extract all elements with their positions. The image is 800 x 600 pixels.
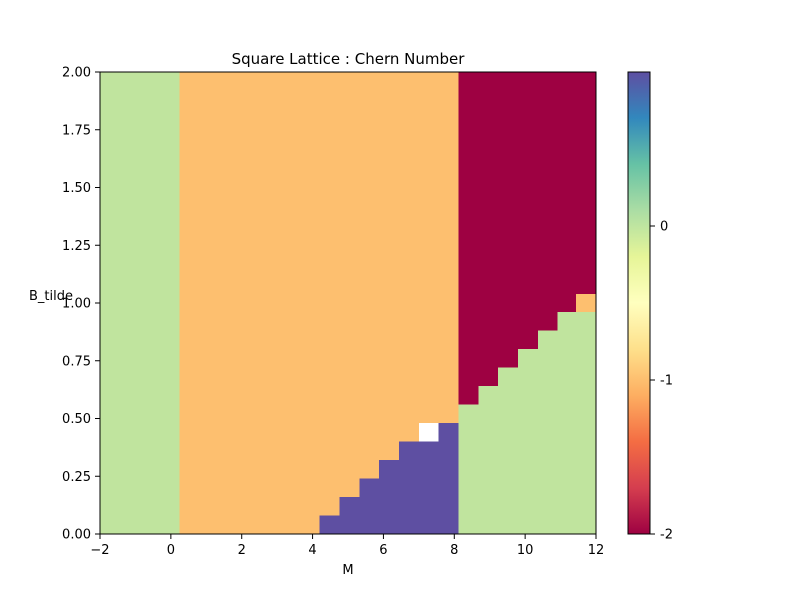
y-tick-label: 1.50 — [62, 181, 91, 196]
heatmap-cell — [379, 423, 400, 461]
colorbar: 0 -1 -2 — [627, 71, 673, 543]
heatmap-cell — [498, 367, 519, 534]
y-tick-label: 1.75 — [62, 123, 91, 138]
y-axis-ticks: 0.00 0.25 0.50 0.75 1.00 1.25 1.50 1.75 2.00 — [62, 66, 100, 543]
y-tick-label: 1.00 — [62, 297, 91, 312]
x-axis-ticks: −2 0 2 4 6 8 10 12 — [90, 534, 604, 558]
heatmap-cell — [339, 423, 360, 498]
heatmap-cell — [399, 423, 419, 442]
y-axis-label: B_tilde — [29, 289, 73, 304]
heatmap-cell — [478, 386, 499, 534]
x-axis-label: M — [342, 563, 353, 578]
heatmap-cell — [518, 349, 538, 534]
x-tick-label: 12 — [588, 543, 605, 558]
x-tick-label: 8 — [450, 543, 458, 558]
y-tick-label: 1.25 — [62, 239, 91, 254]
heatmap-cell — [458, 404, 479, 534]
heatmap-cell — [359, 423, 380, 479]
x-tick-label: 2 — [238, 543, 246, 558]
colorbar-tick-label: -1 — [660, 374, 673, 389]
y-tick-label: 0.75 — [62, 354, 91, 369]
x-tick-label: 0 — [167, 543, 175, 558]
x-tick-label: 4 — [308, 543, 316, 558]
colorbar-gradient — [627, 71, 651, 535]
chart-title: Square Lattice : Chern Number — [232, 50, 466, 68]
x-tick-label: 6 — [379, 543, 387, 558]
x-tick-label: 10 — [517, 543, 534, 558]
y-tick-label: 0.50 — [62, 412, 91, 427]
y-tick-label: 2.00 — [62, 66, 91, 81]
heatmap-cell — [577, 312, 596, 534]
y-tick-label: 0.25 — [62, 470, 91, 485]
colorbar-ticks: 0 -1 -2 — [650, 220, 673, 543]
colorbar-tick-label: -2 — [660, 528, 673, 543]
heatmap-region — [100, 72, 180, 534]
heatmap-cell — [557, 312, 578, 534]
heatmap-cells — [100, 72, 596, 534]
heatmap-missing-cell — [418, 423, 439, 442]
colorbar-tick-label: 0 — [660, 220, 668, 235]
x-tick-label: −2 — [90, 543, 109, 558]
heatmap-cell — [576, 293, 596, 313]
heatmap-cell — [537, 330, 558, 534]
heatmap-cell — [319, 423, 340, 516]
y-tick-label: 0.00 — [62, 528, 91, 543]
